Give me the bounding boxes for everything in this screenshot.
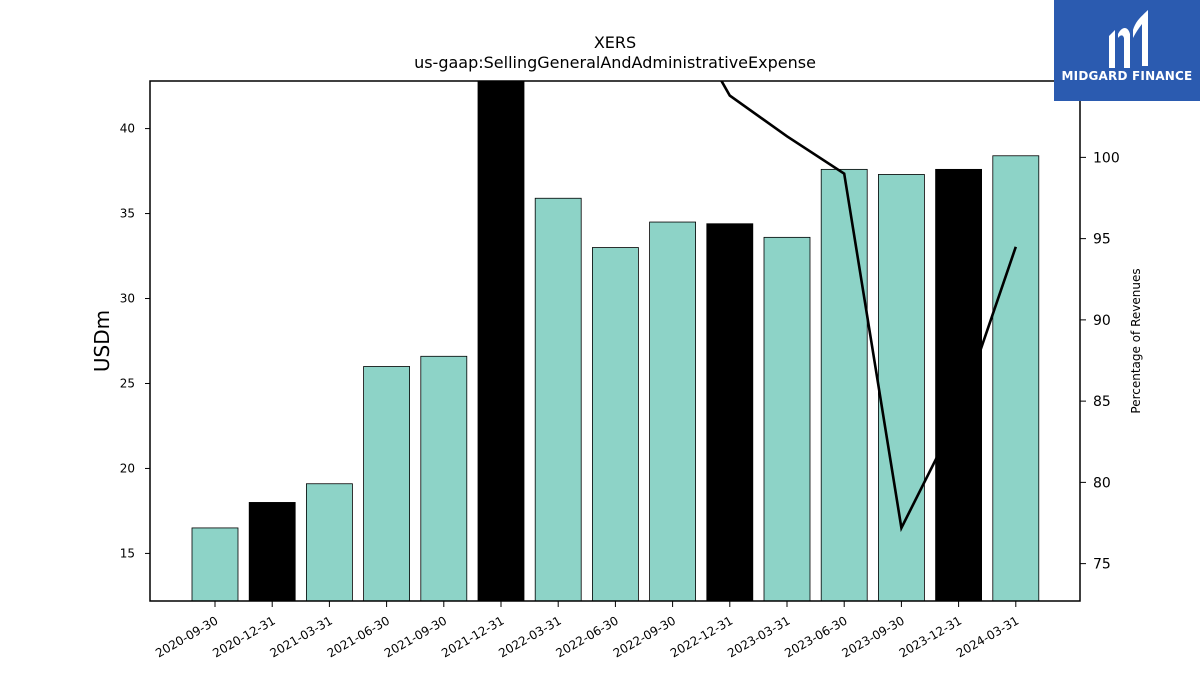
brand-logo: MIDGARD FINANCE [1054,0,1200,101]
bar-group [191,81,1040,601]
bar-2024-03-31 [992,155,1040,601]
y2-tick-label: 80 [1093,475,1111,491]
y-tick-label: 40 [120,122,135,136]
y2-tick-label: 95 [1093,232,1111,248]
chart-subtitle: us-gaap:SellingGeneralAndAdministrativeE… [414,53,816,72]
bar-2023-06-30 [820,168,868,601]
y2-tick-label: 100 [1093,150,1120,166]
x-tick-label: 2020-09-30 [153,613,220,660]
y-tick-label: 25 [120,376,135,390]
bar-2020-12-31 [248,502,296,601]
x-tick-label: 2023-09-30 [839,613,906,660]
x-tick-label: 2023-03-31 [725,613,792,660]
chart-title: XERS [594,33,636,52]
bar-2023-03-31 [763,236,811,601]
x-tick-label: 2021-03-31 [267,613,334,660]
y-tick-label: 30 [120,292,135,306]
bar-2023-09-30 [878,174,925,601]
x-tick-label: 2022-12-31 [668,613,735,660]
y2-tick-label: 75 [1093,557,1111,573]
bar-2022-12-31 [706,223,754,601]
bar-2022-09-30 [649,221,696,601]
bar-2021-12-31 [477,81,525,601]
x-tick-label: 2022-09-30 [611,613,678,660]
logo-mark-icon [1109,10,1148,68]
x-tick-label: 2020-12-31 [210,613,277,660]
bar-2021-09-30 [420,355,468,601]
bar-2020-09-30 [191,527,239,601]
x-tick-label: 2022-06-30 [553,613,620,660]
x-tick-label: 2023-12-31 [897,613,964,660]
x-tick-label: 2021-06-30 [325,613,392,660]
x-tick-label: 2023-06-30 [782,613,849,660]
percentage-line [720,81,1018,533]
x-tick-label: 2021-12-31 [439,613,506,660]
y2-tick-label: 90 [1093,313,1111,329]
bar-2021-03-31 [305,483,353,601]
x-tick-label: 2021-09-30 [382,613,449,660]
y2-tick-label: 85 [1093,394,1111,410]
y2-axis-label: Percentage of Revenues [1129,268,1143,413]
bar-2023-12-31 [935,168,982,601]
bar-2022-06-30 [592,247,639,601]
logo-text: MIDGARD FINANCE [1061,69,1193,83]
bar-2021-06-30 [363,366,411,601]
x-tick-label: 2024-03-31 [954,613,1021,660]
y-axis-label: USDm [90,310,114,372]
bar-2022-03-31 [534,197,582,601]
line-group [720,81,1018,533]
y-tick-label: 20 [120,461,135,475]
y-tick-label: 15 [120,546,135,560]
y-tick-label: 35 [120,207,135,221]
x-tick-label: 2022-03-31 [496,613,563,660]
